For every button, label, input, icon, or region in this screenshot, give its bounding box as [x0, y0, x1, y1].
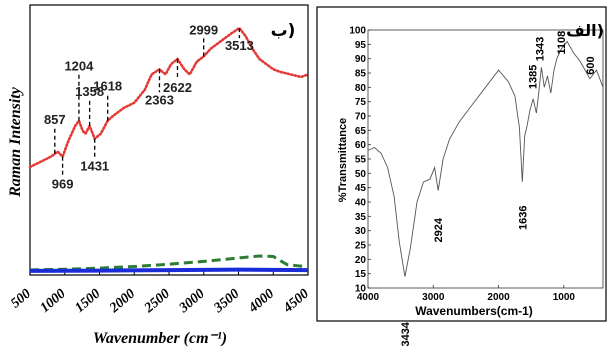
ftir-x-tick-label: 3000 [422, 292, 445, 303]
ftir-annotation-label: 1343 [534, 37, 546, 61]
raman-x-tick-label: 3000 [176, 286, 208, 316]
ftir-x-axis-label: Wavenumbers(cm-1) [415, 304, 533, 318]
raman-annotation-label: 1618 [93, 79, 122, 94]
raman-panel-label: ب) [271, 21, 296, 41]
ftir-y-tick-label: 60 [355, 140, 367, 151]
ftir-y-tick-label: 70 [355, 112, 367, 123]
raman-annotation-label: 3513 [225, 38, 254, 53]
ftir-panel-label: الف) [566, 21, 604, 40]
raman-annotation-label: 2999 [189, 22, 218, 37]
ftir-annotation-label: 1636 [517, 205, 529, 229]
ftir-y-axis-label: %Transmittance [337, 118, 349, 202]
ftir-y-tick-label: 95 [355, 40, 367, 51]
ftir-panel: الف) %Transmittance Wavenumbers(cm-1) 10… [316, 6, 607, 347]
raman-series-1-line [29, 254, 309, 272]
ftir-plot-frame [367, 29, 604, 289]
ftir-y-tick-label: 100 [349, 26, 366, 37]
raman-y-axis-label: Raman Intensity [7, 86, 24, 198]
raman-annotation-label: 1358 [75, 84, 104, 99]
ftir-y-tick-label: 55 [355, 155, 367, 166]
ftir-y-tick-labels: 100 95 90 85 80 75 70 65 60 55 50 45 40 35 30 25 20 15 10 [349, 26, 371, 295]
ftir-x-tick-label: 1000 [553, 292, 576, 303]
raman-x-tick-label: 1000 [38, 286, 69, 315]
raman-series-0-line [28, 26, 310, 169]
ftir-y-tick-label: 65 [355, 126, 367, 137]
ftir-series-0-line [367, 40, 604, 277]
raman-annotation-label: 1204 [64, 59, 94, 74]
ftir-y-tick-label: 20 [355, 255, 367, 266]
raman-x-tick-label: 1500 [72, 286, 103, 315]
ftir-y-tick-label: 80 [355, 83, 367, 94]
ftir-annotation-label: 600 [585, 56, 597, 74]
ftir-y-tick-label: 45 [355, 183, 367, 194]
raman-series-group [28, 26, 310, 273]
ftir-y-tick-label: 15 [355, 269, 367, 280]
ftir-x-tick-label: 4000 [357, 292, 380, 303]
ftir-y-tick-label: 75 [355, 97, 367, 108]
ftir-annotation-label: 1385 [528, 65, 540, 89]
ftir-y-tick-label: 25 [355, 241, 367, 252]
raman-annotation-label: 969 [52, 177, 74, 192]
ftir-x-tick-labels: 4000 3000 2000 1000 [357, 285, 576, 303]
ftir-y-tick-label: 50 [355, 169, 367, 180]
raman-annotation-label: 857 [44, 112, 66, 127]
ftir-series-group [367, 40, 604, 277]
ftir-y-tick-label: 40 [355, 198, 367, 209]
ftir-y-tick-label: 35 [355, 212, 367, 223]
raman-x-axis-label: Wavenumber (cm⁻¹) [93, 330, 227, 347]
raman-series-2-line [29, 267, 309, 273]
ftir-y-tick-label: 30 [355, 226, 367, 237]
raman-plot-frame [29, 4, 309, 276]
ftir-annotation-label: 2924 [433, 217, 445, 242]
raman-panel: ب) Raman Intensity Wavenumber (cm⁻¹) 500… [7, 4, 312, 347]
raman-x-tick-label: 3500 [211, 286, 243, 316]
raman-annotation-label: 2622 [163, 80, 192, 95]
ftir-annotation-label: 3434 [400, 321, 412, 346]
ftir-y-tick-label: 90 [355, 54, 367, 65]
ftir-y-tick-label: 85 [355, 69, 367, 80]
raman-x-tick-label: 500 [8, 286, 34, 311]
ftir-annotation-label: 1108 [556, 31, 568, 55]
ftir-x-tick-label: 2000 [487, 292, 510, 303]
ftir-annotations: 3434 2924 1636 1385 1343 1108 600 [400, 31, 597, 347]
raman-annotation-label: 2363 [145, 92, 174, 107]
raman-annotation-label: 1431 [80, 159, 109, 174]
raman-x-tick-label: 4500 [280, 286, 312, 316]
ftir-y-tick-label: 10 [355, 284, 367, 295]
raman-x-tick-labels: 500 1000 1500 2000 2500 3000 3500 4000 4500 [8, 271, 312, 317]
raman-x-tick-label: 2500 [141, 286, 173, 316]
raman-x-tick-label: 2000 [106, 286, 138, 316]
raman-x-tick-label: 4000 [245, 286, 277, 316]
